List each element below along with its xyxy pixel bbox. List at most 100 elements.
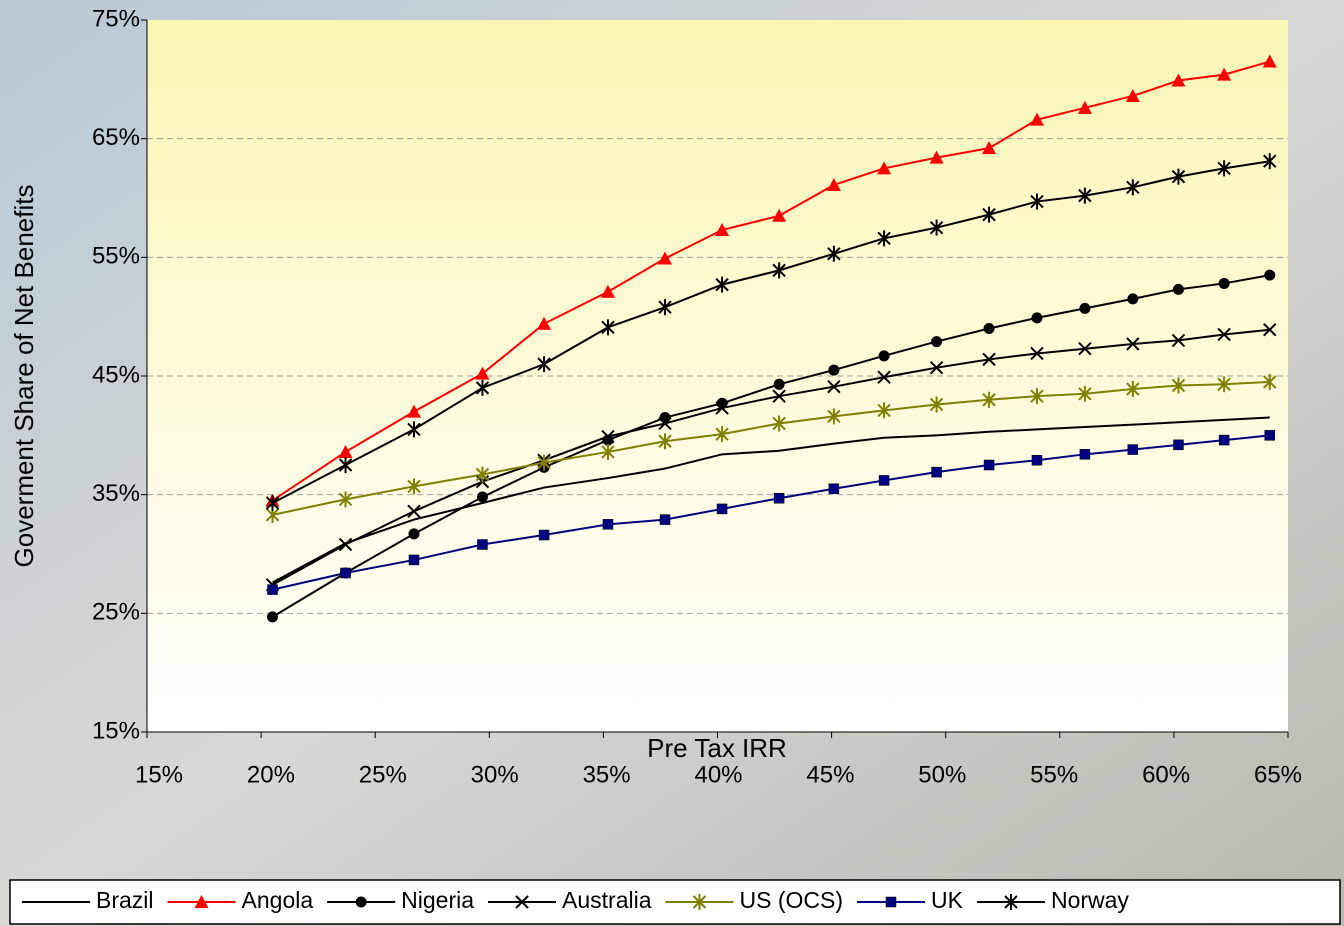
marker-shape <box>660 515 670 525</box>
marker <box>1127 293 1138 304</box>
page: {"chart_data": {"type": "line", "xlabel"… <box>0 0 1344 926</box>
marker-shape <box>603 519 613 529</box>
marker <box>408 528 419 539</box>
marker-shape <box>984 323 995 334</box>
marker-shape <box>1219 278 1230 289</box>
marker-shape <box>886 897 896 907</box>
marker <box>1079 303 1090 314</box>
y-tick-label: 65% <box>92 124 140 151</box>
marker <box>1173 440 1183 450</box>
marker <box>660 412 671 423</box>
y-tick-label: 15% <box>92 717 140 744</box>
marker-shape <box>1265 430 1275 440</box>
marker <box>477 540 487 550</box>
x-tick-label: 20% <box>247 761 295 788</box>
x-tick-label: 35% <box>583 761 631 788</box>
marker <box>829 484 839 494</box>
legend-label: Angola <box>242 887 314 913</box>
marker <box>886 897 896 907</box>
y-tick-label: 75% <box>92 5 140 32</box>
legend-label: UK <box>931 887 964 913</box>
marker <box>879 350 890 361</box>
marker <box>1128 445 1138 455</box>
marker <box>603 519 613 529</box>
marker <box>1219 278 1230 289</box>
marker <box>539 530 549 540</box>
marker-shape <box>409 555 419 565</box>
marker-shape <box>984 460 994 470</box>
marker-shape <box>1079 303 1090 314</box>
marker <box>879 475 889 485</box>
marker-shape <box>1173 284 1184 295</box>
x-tick-label: 60% <box>1142 761 1190 788</box>
marker-shape <box>1219 435 1229 445</box>
marker <box>267 611 278 622</box>
y-tick-label: 55% <box>92 243 140 270</box>
x-tick-label: 40% <box>694 761 742 788</box>
marker-shape <box>477 492 488 503</box>
marker-shape <box>267 611 278 622</box>
y-tick-label: 25% <box>92 599 140 626</box>
marker <box>984 460 994 470</box>
marker <box>1031 312 1042 323</box>
marker <box>1080 449 1090 459</box>
marker <box>660 515 670 525</box>
marker <box>931 336 942 347</box>
legend-label: Nigeria <box>401 887 474 913</box>
marker <box>828 365 839 376</box>
x-tick-label: 55% <box>1030 761 1078 788</box>
marker <box>356 897 367 908</box>
marker <box>1032 455 1042 465</box>
marker-shape <box>356 897 367 908</box>
marker-shape <box>408 528 419 539</box>
marker <box>1265 430 1275 440</box>
marker <box>1173 284 1184 295</box>
marker-shape <box>660 412 671 423</box>
x-tick-label: 45% <box>806 761 854 788</box>
marker-shape <box>539 530 549 540</box>
x-tick-label: 30% <box>471 761 519 788</box>
legend-label: Norway <box>1051 887 1129 913</box>
marker-shape <box>932 467 942 477</box>
legend-label: US (OCS) <box>740 887 844 913</box>
marker <box>1264 270 1275 281</box>
marker-shape <box>1173 440 1183 450</box>
chart: Pre Tax IRR Goverment Share of Net Benef… <box>0 0 1344 926</box>
y-axis-label: Goverment Share of Net Benefits <box>9 185 39 568</box>
x-tick-label: 65% <box>1254 761 1302 788</box>
marker-shape <box>829 484 839 494</box>
marker <box>341 568 351 578</box>
marker-shape <box>931 336 942 347</box>
marker <box>717 504 727 514</box>
marker-shape <box>1032 455 1042 465</box>
marker-shape <box>1128 445 1138 455</box>
marker-shape <box>1127 293 1138 304</box>
marker-shape <box>879 475 889 485</box>
legend-label: Australia <box>562 887 652 913</box>
marker <box>932 467 942 477</box>
x-tick-label: 25% <box>359 761 407 788</box>
legend-label: Brazil <box>96 887 154 913</box>
marker-shape <box>774 379 785 390</box>
marker-shape <box>717 504 727 514</box>
marker-shape <box>341 568 351 578</box>
marker <box>477 492 488 503</box>
marker-shape <box>477 540 487 550</box>
marker <box>409 555 419 565</box>
marker <box>268 585 278 595</box>
marker <box>774 379 785 390</box>
marker-shape <box>774 493 784 503</box>
marker-shape <box>1264 270 1275 281</box>
marker <box>984 323 995 334</box>
marker <box>1219 435 1229 445</box>
y-tick-label: 35% <box>92 480 140 507</box>
x-tick-label: 50% <box>918 761 966 788</box>
marker-shape <box>1080 449 1090 459</box>
y-tick-label: 45% <box>92 361 140 388</box>
x-tick-label: 15% <box>135 761 183 788</box>
marker <box>774 493 784 503</box>
marker-shape <box>879 350 890 361</box>
marker-shape <box>828 365 839 376</box>
marker-shape <box>268 585 278 595</box>
marker-shape <box>1031 312 1042 323</box>
